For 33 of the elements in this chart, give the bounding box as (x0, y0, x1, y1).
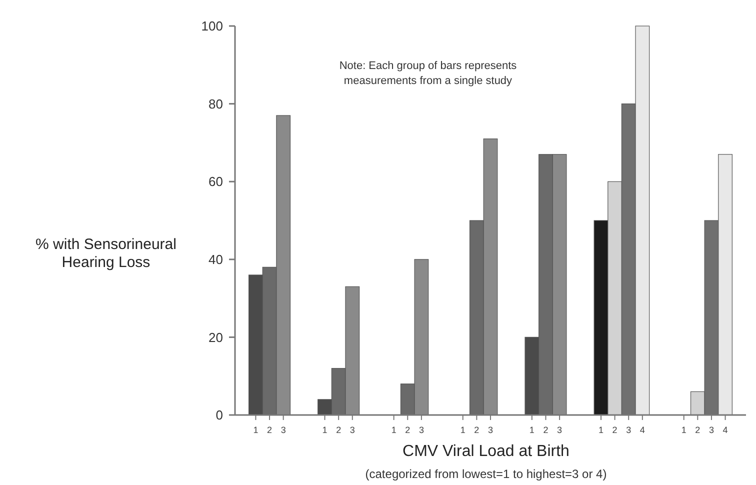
x-tick-label: 2 (695, 425, 700, 436)
x-tick-label: 3 (280, 425, 286, 436)
x-tick-label: 3 (418, 425, 424, 436)
y-tick-label: 20 (208, 330, 223, 345)
text: (categorized from lowest=1 to highest=3 or 4) (365, 467, 607, 481)
x-tick-label: 2 (612, 425, 618, 436)
x-tick-label: 1 (598, 425, 604, 436)
y-tick-label: 60 (208, 174, 223, 190)
x-tick-label: 2 (336, 425, 342, 436)
x-tick-label: 1 (253, 425, 258, 436)
y-axis-title: % with Sensorineural Hearing Loss (36, 236, 176, 271)
annotation: Note: Each group of bars represents measurements from a single study (339, 60, 518, 87)
y-tick-label: 80 (208, 96, 223, 112)
y-tick-label: 40 (208, 252, 223, 267)
y-tick-label: 0 (216, 408, 223, 423)
x-tick-label: 2 (543, 425, 548, 436)
x-axis-title: CMV Viral Load at Birth (402, 443, 570, 460)
x-tick-label: 3 (488, 425, 494, 436)
x-tick-label: 1 (681, 425, 686, 436)
y-tick-label: 100 (201, 18, 223, 34)
x-tick-label: 2 (405, 425, 410, 436)
x-tick-label: 2 (267, 425, 272, 436)
x-tick-label: 3 (626, 425, 632, 436)
x-tick-label: 2 (474, 425, 480, 436)
x-tick-label: 1 (322, 425, 328, 436)
x-tick-label: 3 (557, 425, 562, 436)
x-tick-label: 3 (350, 425, 355, 436)
x-tick-label: 3 (708, 425, 714, 436)
x-tick-label: 4 (722, 425, 728, 436)
x-tick-label: 4 (640, 425, 645, 436)
x-tick-label: 1 (529, 425, 534, 436)
x-tick-label: 1 (460, 425, 466, 436)
x-tick-label: 1 (391, 425, 396, 436)
